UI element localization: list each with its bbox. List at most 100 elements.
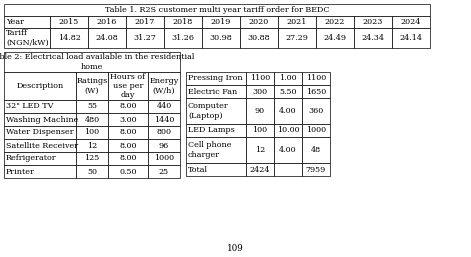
Bar (148, 139, 180, 152)
Text: 2020: 2020 (249, 18, 269, 26)
Bar (4, 28, 50, 48)
Bar (274, 137, 302, 163)
Text: 2019: 2019 (211, 18, 231, 26)
Text: 800: 800 (156, 128, 171, 136)
Text: 2023: 2023 (363, 18, 383, 26)
Bar (274, 98, 302, 124)
Text: 480: 480 (84, 115, 99, 124)
Text: 1100: 1100 (306, 75, 326, 82)
Bar (4, 4, 430, 16)
Text: 7959: 7959 (306, 166, 326, 173)
Text: 100: 100 (84, 128, 99, 136)
Bar (148, 113, 180, 126)
Bar (246, 98, 274, 124)
Bar (148, 152, 180, 165)
Bar (302, 137, 330, 163)
Text: 100: 100 (252, 126, 268, 134)
Text: 25: 25 (159, 168, 169, 176)
Bar (76, 100, 108, 113)
Text: 2424: 2424 (250, 166, 270, 173)
Bar (202, 28, 240, 48)
Text: 1.00: 1.00 (279, 75, 297, 82)
Text: 24.14: 24.14 (399, 34, 422, 42)
Bar (4, 100, 76, 113)
Bar (302, 98, 330, 124)
Bar (76, 165, 108, 178)
Bar (108, 72, 148, 100)
Text: 440: 440 (156, 103, 171, 111)
Bar (4, 165, 76, 178)
Bar (88, 28, 126, 48)
Text: 2017: 2017 (135, 18, 155, 26)
Text: Water Dispenser: Water Dispenser (6, 128, 73, 136)
Bar (354, 28, 392, 48)
Bar (274, 124, 302, 137)
Bar (126, 16, 164, 28)
Text: 55: 55 (87, 103, 97, 111)
Bar (392, 28, 430, 48)
Text: Satellite Receiver: Satellite Receiver (6, 142, 78, 150)
Text: LED Lamps: LED Lamps (188, 126, 235, 134)
Text: 31.27: 31.27 (134, 34, 156, 42)
Text: Printer: Printer (6, 168, 35, 176)
Text: Energy
(W/h): Energy (W/h) (149, 77, 179, 95)
Text: 2015: 2015 (59, 18, 79, 26)
Text: 5.50: 5.50 (279, 87, 297, 96)
Bar (186, 137, 246, 163)
Text: 1650: 1650 (306, 87, 326, 96)
Text: Electric Fan: Electric Fan (188, 87, 237, 96)
Text: 27.29: 27.29 (285, 34, 309, 42)
Bar (76, 113, 108, 126)
Text: 1000: 1000 (154, 154, 174, 162)
Text: 8.00: 8.00 (119, 142, 137, 150)
Text: Table 2: Electrical load available in the residential
home: Table 2: Electrical load available in th… (0, 53, 194, 71)
Bar (274, 72, 302, 85)
Bar (278, 28, 316, 48)
Bar (4, 152, 76, 165)
Text: 1440: 1440 (154, 115, 174, 124)
Bar (76, 126, 108, 139)
Text: Washing Machine: Washing Machine (6, 115, 78, 124)
Bar (278, 16, 316, 28)
Text: 360: 360 (309, 107, 324, 115)
Text: 12: 12 (87, 142, 97, 150)
Bar (4, 72, 76, 100)
Text: 4.00: 4.00 (279, 107, 297, 115)
Text: 14.82: 14.82 (57, 34, 81, 42)
Text: Ratings
(W): Ratings (W) (76, 77, 108, 95)
Bar (202, 16, 240, 28)
Bar (392, 16, 430, 28)
Text: 109: 109 (227, 244, 244, 253)
Bar (76, 72, 108, 100)
Text: 2016: 2016 (97, 18, 117, 26)
Text: 24.49: 24.49 (324, 34, 347, 42)
Bar (108, 126, 148, 139)
Bar (240, 28, 278, 48)
Bar (50, 28, 88, 48)
Text: Year: Year (6, 18, 24, 26)
Bar (76, 139, 108, 152)
Bar (88, 16, 126, 28)
Text: Computer
(Laptop): Computer (Laptop) (188, 102, 229, 120)
Text: Hours of
use per
day: Hours of use per day (110, 73, 146, 99)
Bar (108, 165, 148, 178)
Bar (108, 152, 148, 165)
Bar (316, 16, 354, 28)
Text: Description: Description (16, 82, 64, 90)
Text: 125: 125 (84, 154, 100, 162)
Text: 12: 12 (255, 146, 265, 154)
Text: 32" LED TV: 32" LED TV (6, 103, 53, 111)
Text: 8.00: 8.00 (119, 103, 137, 111)
Bar (354, 16, 392, 28)
Bar (302, 163, 330, 176)
Bar (4, 16, 50, 28)
Bar (240, 16, 278, 28)
Text: 31.26: 31.26 (171, 34, 195, 42)
Bar (186, 98, 246, 124)
Text: Pressing Iron: Pressing Iron (188, 75, 243, 82)
Bar (4, 126, 76, 139)
Bar (274, 85, 302, 98)
Text: 300: 300 (252, 87, 268, 96)
Bar (108, 113, 148, 126)
Bar (186, 163, 246, 176)
